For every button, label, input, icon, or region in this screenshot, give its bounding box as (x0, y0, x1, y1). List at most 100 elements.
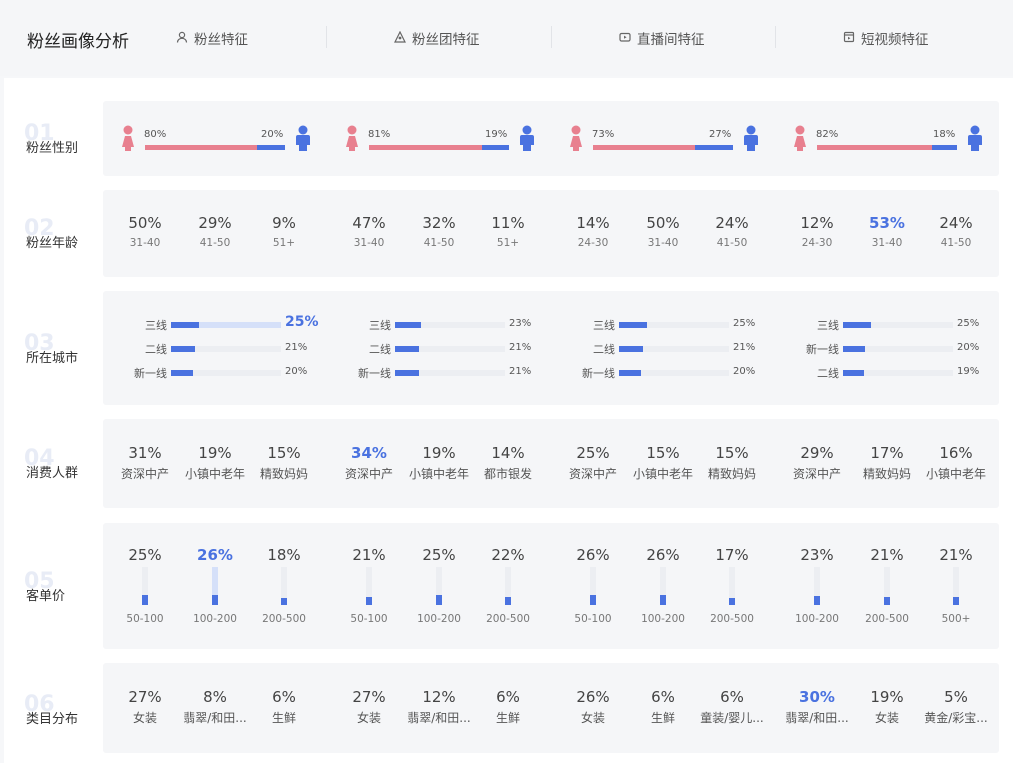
row-label-gender: 粉丝性别 (26, 141, 79, 156)
tab-short-video-features[interactable]: 短视频特征 (843, 28, 929, 48)
percent-value: 27% (128, 688, 162, 706)
city-bar-fill (171, 370, 193, 376)
row-number: 02 (24, 216, 55, 241)
percent-value: 15% (646, 444, 680, 462)
city-bar-fill (619, 346, 643, 352)
city-percent: 25% (285, 314, 319, 330)
city-bar-track (395, 322, 505, 328)
user-icon (176, 31, 188, 46)
percent-value: 21% (939, 546, 973, 564)
percent-value: 23% (800, 546, 834, 564)
city-bar-fill (843, 322, 871, 328)
segment-label: 女装 (356, 711, 381, 725)
percent-value: 50% (646, 214, 680, 232)
city-percent: 21% (733, 342, 756, 353)
percent-value: 6% (720, 688, 744, 706)
percent-value: 31% (128, 444, 162, 462)
city-bar-track (395, 370, 505, 376)
female-bar (369, 145, 482, 150)
price-bar-fill (729, 598, 735, 605)
price-range-label: 200-500 (692, 613, 772, 625)
consumer-item: 17% 精致妈妈 (847, 444, 927, 482)
segment-label: 翡翠/和田... (407, 711, 471, 725)
female-icon (567, 125, 585, 151)
city-bar-track (171, 322, 281, 328)
city-bar-track (843, 370, 953, 376)
percent-value: 16% (939, 444, 973, 462)
price-range-label: 100-200 (623, 613, 703, 625)
female-icon (119, 125, 137, 151)
segment-label: 小镇中老年 (184, 467, 245, 481)
segment-label: 女装 (132, 711, 157, 725)
segment-label: 资深中产 (568, 467, 617, 481)
female-bar (593, 145, 695, 150)
city-bar-fill (171, 346, 195, 352)
city-panel: 三线 25% 二线 21% 新一线 20% 三线 23% 二线 21% 新一线 21% 三线 25% 二线 2… (103, 291, 999, 405)
category-item: 6% 生鲜 (244, 688, 324, 726)
price-item: 26% (553, 546, 633, 564)
consumer-item: 15% 精致妈妈 (692, 444, 772, 482)
percent-value: 19% (870, 688, 904, 706)
male-percent: 27% (709, 129, 732, 140)
tab-label: 直播间特征 (637, 32, 705, 48)
segment-label: 小镇中老年 (632, 467, 693, 481)
row-label-consumer: 消费人群 (26, 466, 79, 481)
price-range-label: 200-500 (847, 613, 927, 625)
tab-divider (551, 26, 552, 48)
percent-value: 29% (198, 214, 232, 232)
percent-value: 47% (352, 214, 386, 232)
row-label-age: 粉丝年龄 (26, 236, 79, 251)
city-bar-track (619, 322, 729, 328)
percent-value: 17% (870, 444, 904, 462)
price-bar-fill (814, 596, 820, 605)
category-item: 19% 女装 (847, 688, 927, 726)
percent-value: 24% (715, 214, 749, 232)
price-item: 25% (399, 546, 479, 564)
tab-fan-features[interactable]: 粉丝特征 (176, 28, 248, 48)
segment-label: 51+ (496, 237, 520, 249)
percent-value: 26% (646, 546, 680, 564)
age-item: 32% 41-50 (399, 214, 479, 249)
tab-fan-club-features[interactable]: 粉丝团特征 (394, 28, 480, 48)
price-bar-fill (590, 595, 596, 605)
city-tier-label: 二线 (145, 343, 167, 356)
category-item: 6% 生鲜 (468, 688, 548, 726)
city-percent: 25% (957, 318, 980, 329)
price-bar-track (660, 567, 666, 605)
segment-label: 黄金/彩宝... (924, 711, 988, 725)
price-bar-track (281, 567, 287, 605)
category-item: 26% 女装 (553, 688, 633, 726)
city-tier-label: 三线 (145, 319, 167, 332)
row-label-category: 类目分布 (26, 712, 79, 727)
price-bar-track (953, 567, 959, 605)
tab-divider (775, 26, 776, 48)
female-bar (145, 145, 257, 150)
row-number: 06 (24, 692, 55, 717)
city-bar-fill (395, 322, 421, 328)
category-item: 27% 女装 (329, 688, 409, 726)
percent-value: 50% (128, 214, 162, 232)
city-bar-fill (171, 322, 199, 328)
percent-value: 14% (576, 214, 610, 232)
city-tier-label: 新一线 (582, 367, 615, 380)
city-bar-track (843, 322, 953, 328)
category-item: 27% 女装 (105, 688, 185, 726)
price-range-text: 200-500 (865, 613, 909, 625)
price-range-label: 50-100 (105, 613, 185, 625)
percent-value: 5% (944, 688, 968, 706)
female-icon (343, 125, 361, 151)
tab-live-room-features[interactable]: 直播间特征 (619, 28, 705, 48)
price-bar-track (814, 567, 820, 605)
segment-label: 41-50 (940, 237, 972, 249)
tab-label: 短视频特征 (861, 32, 929, 48)
consumer-item: 29% 资深中产 (777, 444, 857, 482)
price-range-text: 100-200 (193, 613, 237, 625)
male-percent: 18% (933, 129, 956, 140)
segment-label: 51+ (272, 237, 296, 249)
price-item: 23% (777, 546, 857, 564)
percent-value: 27% (352, 688, 386, 706)
city-percent: 21% (509, 366, 532, 377)
age-item: 14% 24-30 (553, 214, 633, 249)
price-range-label: 50-100 (329, 613, 409, 625)
city-bar-track (843, 346, 953, 352)
